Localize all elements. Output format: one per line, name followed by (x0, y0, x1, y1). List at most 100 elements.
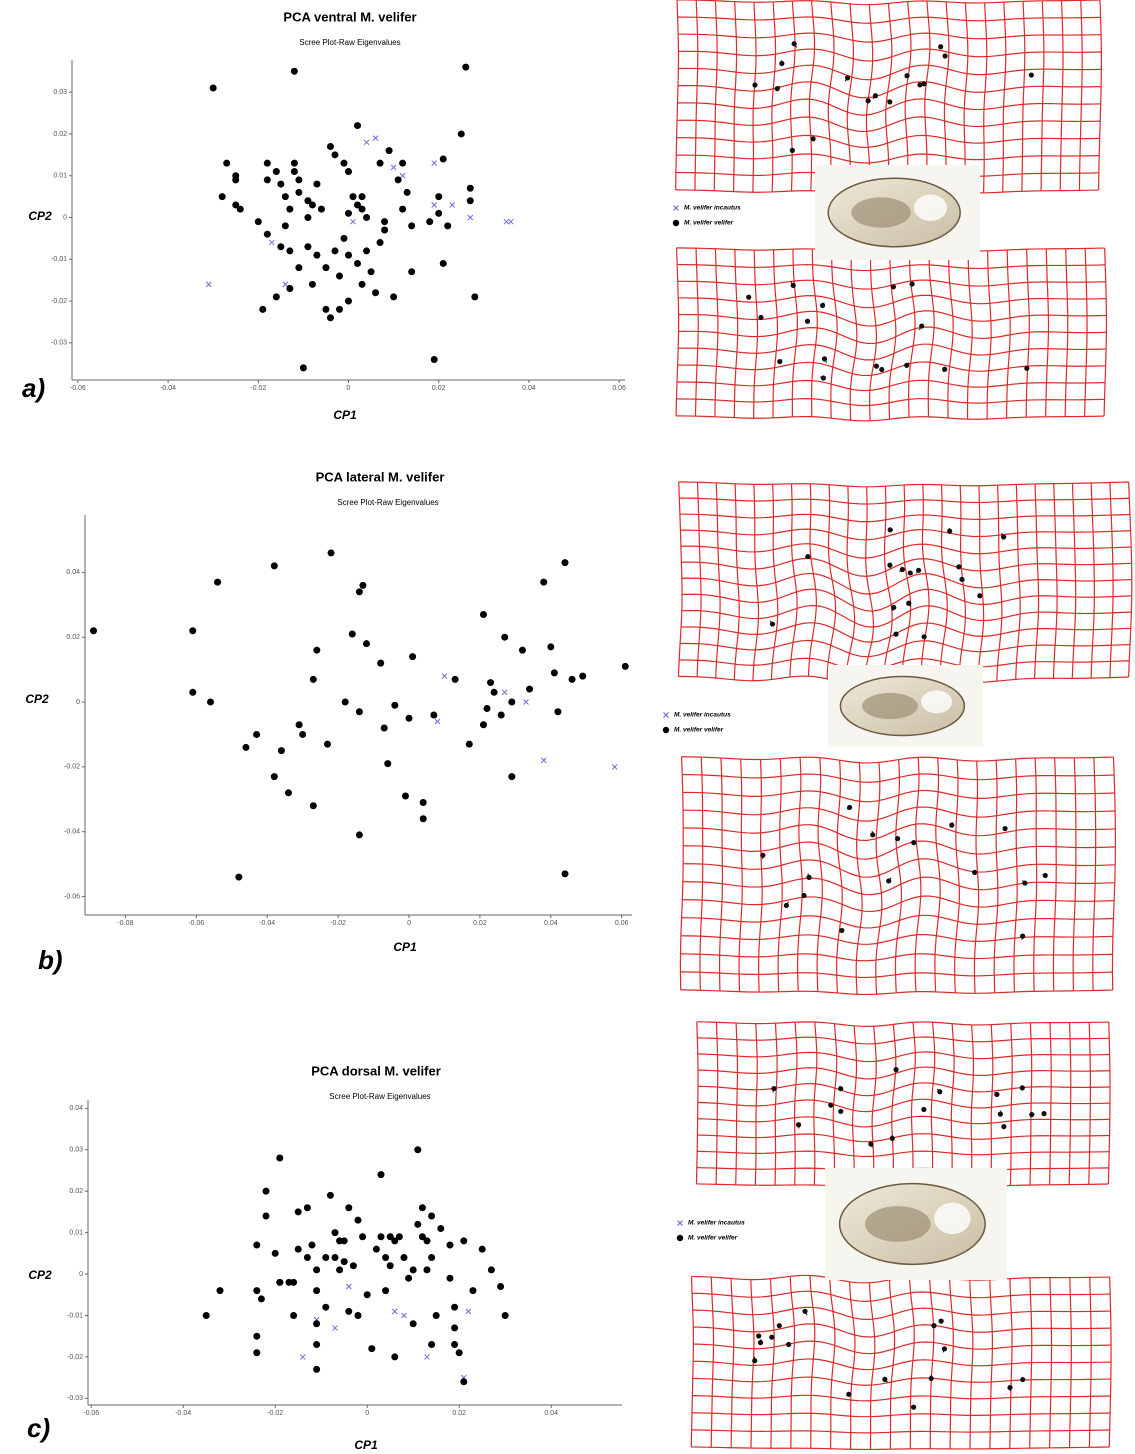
point-velifer (356, 708, 363, 715)
grid-line-deformation (944, 2, 948, 192)
point-velifer (285, 789, 292, 796)
chart-title: PCA dorsal M. velifer (311, 1063, 441, 1078)
point-velifer (324, 741, 331, 748)
skull-photo (828, 665, 983, 747)
point-velifer (341, 1258, 348, 1265)
point-velifer (235, 874, 242, 881)
grid-line-deformation (751, 1280, 754, 1449)
deformation-grid (691, 1275, 1111, 1449)
point-velifer (313, 1287, 320, 1294)
grid-line-deformation (696, 1022, 698, 1184)
point-velifer (309, 201, 316, 208)
x-tick-label: 0.02 (473, 920, 487, 927)
grid-line-deformation (850, 1282, 855, 1449)
point-velifer (223, 160, 230, 167)
grid-line-deformation (831, 250, 837, 418)
landmark (893, 1067, 898, 1072)
x-tick-label: 0.06 (612, 385, 626, 392)
y-tick-label: -0.02 (51, 298, 67, 305)
x-tick-label: -0.04 (160, 385, 176, 392)
grid-line-deformation (812, 249, 818, 417)
x-tick-label: -0.02 (267, 1410, 283, 1417)
point-velifer (263, 1188, 270, 1195)
point-velifer (408, 222, 415, 229)
y-tick-label: -0.03 (51, 340, 67, 347)
grid-line-deformation (921, 484, 929, 676)
point-velifer (276, 1279, 283, 1286)
grid-line-deformation (698, 1052, 1110, 1062)
point-velifer (322, 264, 329, 271)
grid-line-deformation (930, 1276, 934, 1448)
point-velifer (540, 579, 547, 586)
point-velifer (271, 562, 278, 569)
point-velifer (295, 264, 302, 271)
deformation-grid (676, 248, 1106, 421)
point-velifer (479, 1246, 486, 1253)
legend-marker (674, 206, 679, 211)
point-velifer (480, 721, 487, 728)
point-velifer (487, 679, 494, 686)
grid-line-deformation (697, 1151, 1109, 1156)
y-tick-label: 0.02 (66, 634, 80, 641)
landmark-vector (949, 528, 950, 531)
point-velifer (435, 193, 442, 200)
point-velifer (484, 705, 491, 712)
point-velifer (395, 176, 402, 183)
point-velifer (264, 231, 271, 238)
point-velifer (322, 306, 329, 313)
grid-line-deformation (676, 399, 1104, 406)
x-axis-label: CP1 (354, 1438, 378, 1452)
point-velifer (526, 686, 533, 693)
legend-label: M. velifer incautus (684, 205, 741, 212)
landmark (911, 840, 916, 845)
point-incautus (612, 764, 617, 769)
point-velifer (480, 611, 487, 618)
point-velifer (278, 747, 285, 754)
point-incautus (373, 136, 378, 141)
grid-line-deformation (1026, 249, 1029, 417)
point-velifer (253, 1349, 260, 1356)
point-velifer (253, 1333, 260, 1340)
point-velifer (451, 1304, 458, 1311)
skull-detail (914, 194, 947, 221)
y-tick-label: -0.03 (67, 1395, 83, 1402)
grid-line-deformation (692, 1395, 1110, 1401)
point-velifer (384, 760, 391, 767)
point-velifer (286, 206, 293, 213)
grid-line-deformation (681, 623, 1131, 643)
grid-line-deformation (692, 1413, 1110, 1417)
point-velifer (404, 189, 411, 196)
grid-line-deformation (810, 1275, 815, 1448)
grid-line-deformation (1112, 757, 1115, 990)
point-velifer (286, 247, 293, 254)
y-tick-label: 0.02 (53, 131, 67, 138)
y-tick-label: -0.06 (64, 893, 80, 900)
point-velifer (364, 1291, 371, 1298)
grid-line-deformation (677, 380, 1105, 390)
grid-line-deformation (798, 757, 803, 991)
point-velifer (322, 1254, 329, 1261)
chart-panel: PCA ventral M. veliferScree Plot-Raw Eig… (22, 9, 741, 422)
point-incautus (283, 282, 288, 287)
grid-line-deformation (931, 1022, 934, 1185)
point-velifer (313, 181, 320, 188)
point-velifer (90, 627, 97, 634)
point-incautus (508, 219, 513, 224)
y-tick-label: -0.02 (64, 764, 80, 771)
grid-line-deformation (677, 265, 1105, 271)
point-velifer (423, 1237, 430, 1244)
point-velifer (519, 647, 526, 654)
grid-line-deformation (827, 485, 835, 679)
point-velifer (189, 689, 196, 696)
grid-line-deformation (682, 896, 1114, 911)
point-velifer (219, 193, 226, 200)
point-incautus (206, 282, 211, 287)
grid-line-deformation (698, 1067, 1110, 1079)
x-tick-label: -0.06 (188, 920, 204, 927)
point-velifer (350, 193, 357, 200)
point-velifer (336, 306, 343, 313)
grid-line-deformation (864, 487, 873, 685)
point-velifer (313, 1341, 320, 1348)
x-tick-label: -0.06 (83, 1410, 99, 1417)
grid-line-deformation (734, 2, 737, 192)
